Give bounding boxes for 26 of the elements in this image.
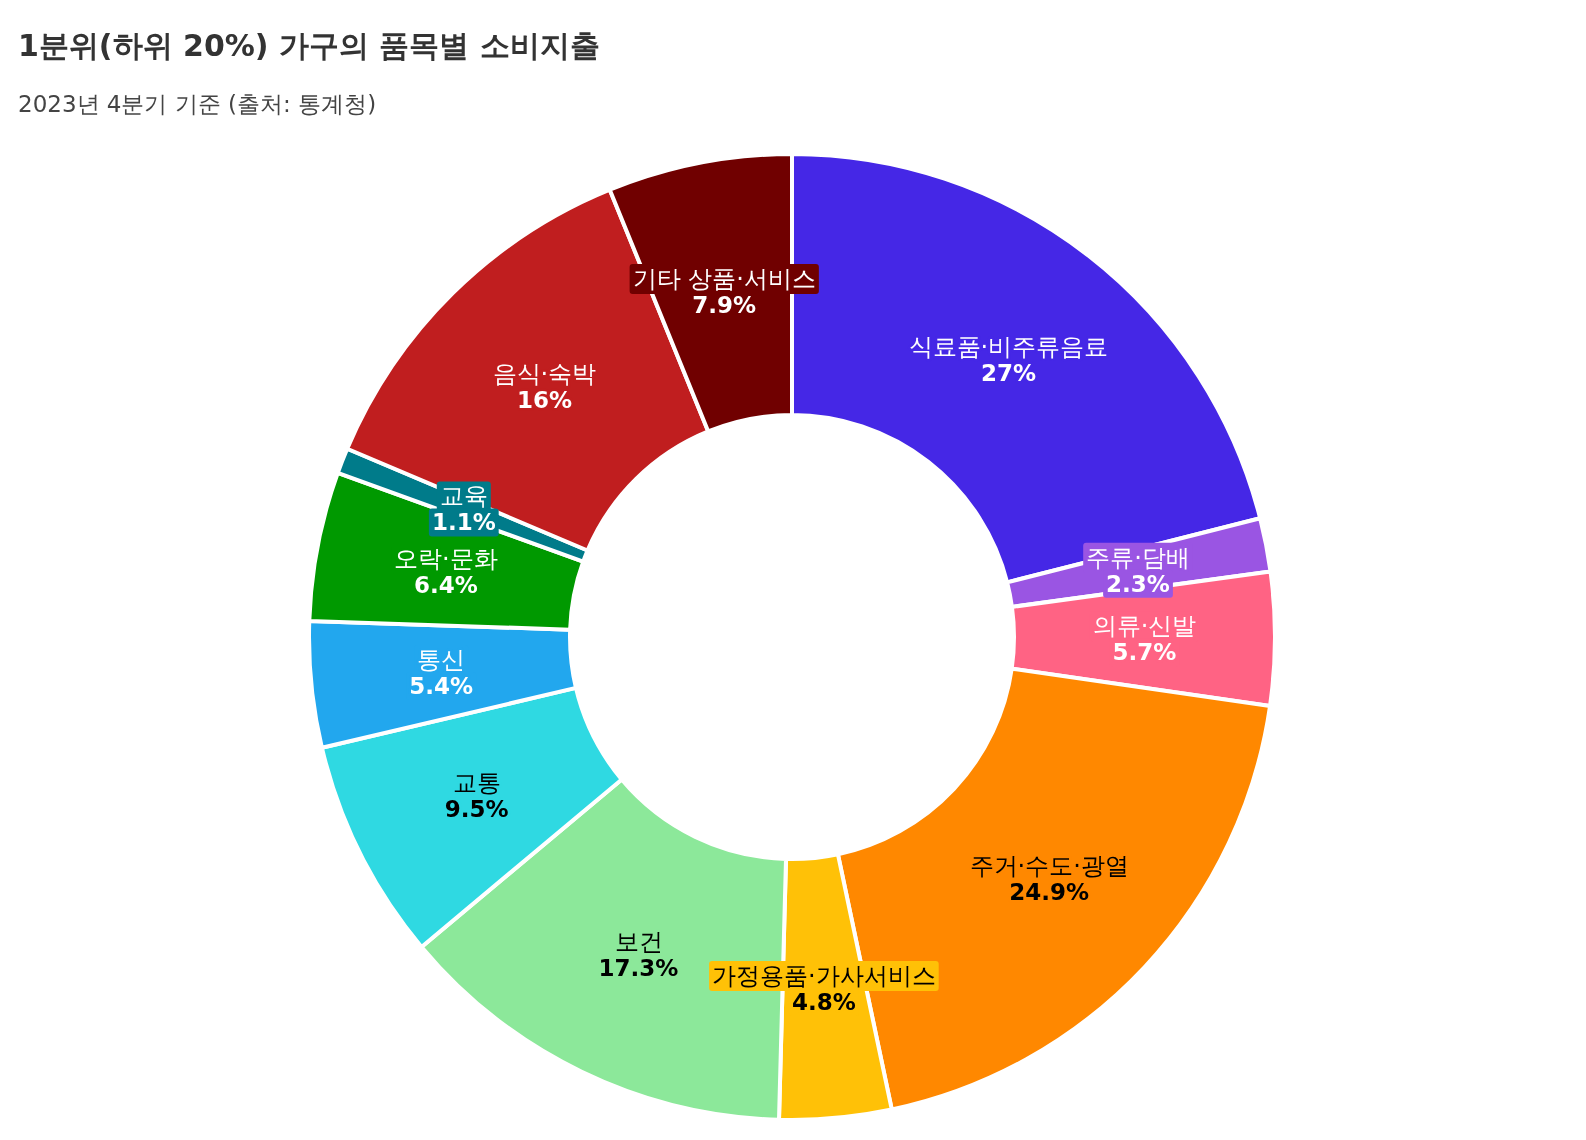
slice-label: 주거·수도·광열 (969, 852, 1129, 881)
chart-title: 1분위(하위 20%) 가구의 품목별 소비지출 (18, 28, 600, 63)
slice-label: 통신 (417, 645, 466, 674)
chart-subtitle: 2023년 4분기 기준 (출처: 통계청) (18, 91, 377, 117)
slice-label: 의류·신발 (1092, 612, 1197, 641)
slice-label: 기타 상품·서비스 (632, 265, 816, 294)
data-label: 27% (980, 359, 1036, 386)
data-label: 5.4% (409, 672, 474, 699)
data-label: 6.4% (413, 571, 478, 598)
data-label: 7.9% (692, 292, 757, 319)
slice-label: 가정용품·가사서비스 (712, 962, 936, 991)
slice-label: 보건 (614, 928, 663, 957)
data-label: 24.9% (1009, 879, 1090, 906)
data-label: 17.3% (598, 955, 679, 982)
slice-label: 교육 (439, 482, 488, 511)
slice-label: 오락·문화 (394, 544, 498, 573)
slice-label: 주류·담배 (1086, 543, 1190, 572)
slice-label: 음식·숙박 (492, 360, 597, 389)
data-label: 1.1% (431, 509, 496, 536)
data-label: 5.7% (1112, 639, 1177, 666)
slice-label: 교통 (452, 768, 501, 797)
data-label: 4.8% (791, 989, 856, 1016)
data-label: 9.5% (444, 795, 509, 822)
data-label: 2.3% (1106, 570, 1170, 597)
slice-label: 식료품·비주류음료 (908, 332, 1109, 361)
data-label: 16% (516, 387, 572, 414)
